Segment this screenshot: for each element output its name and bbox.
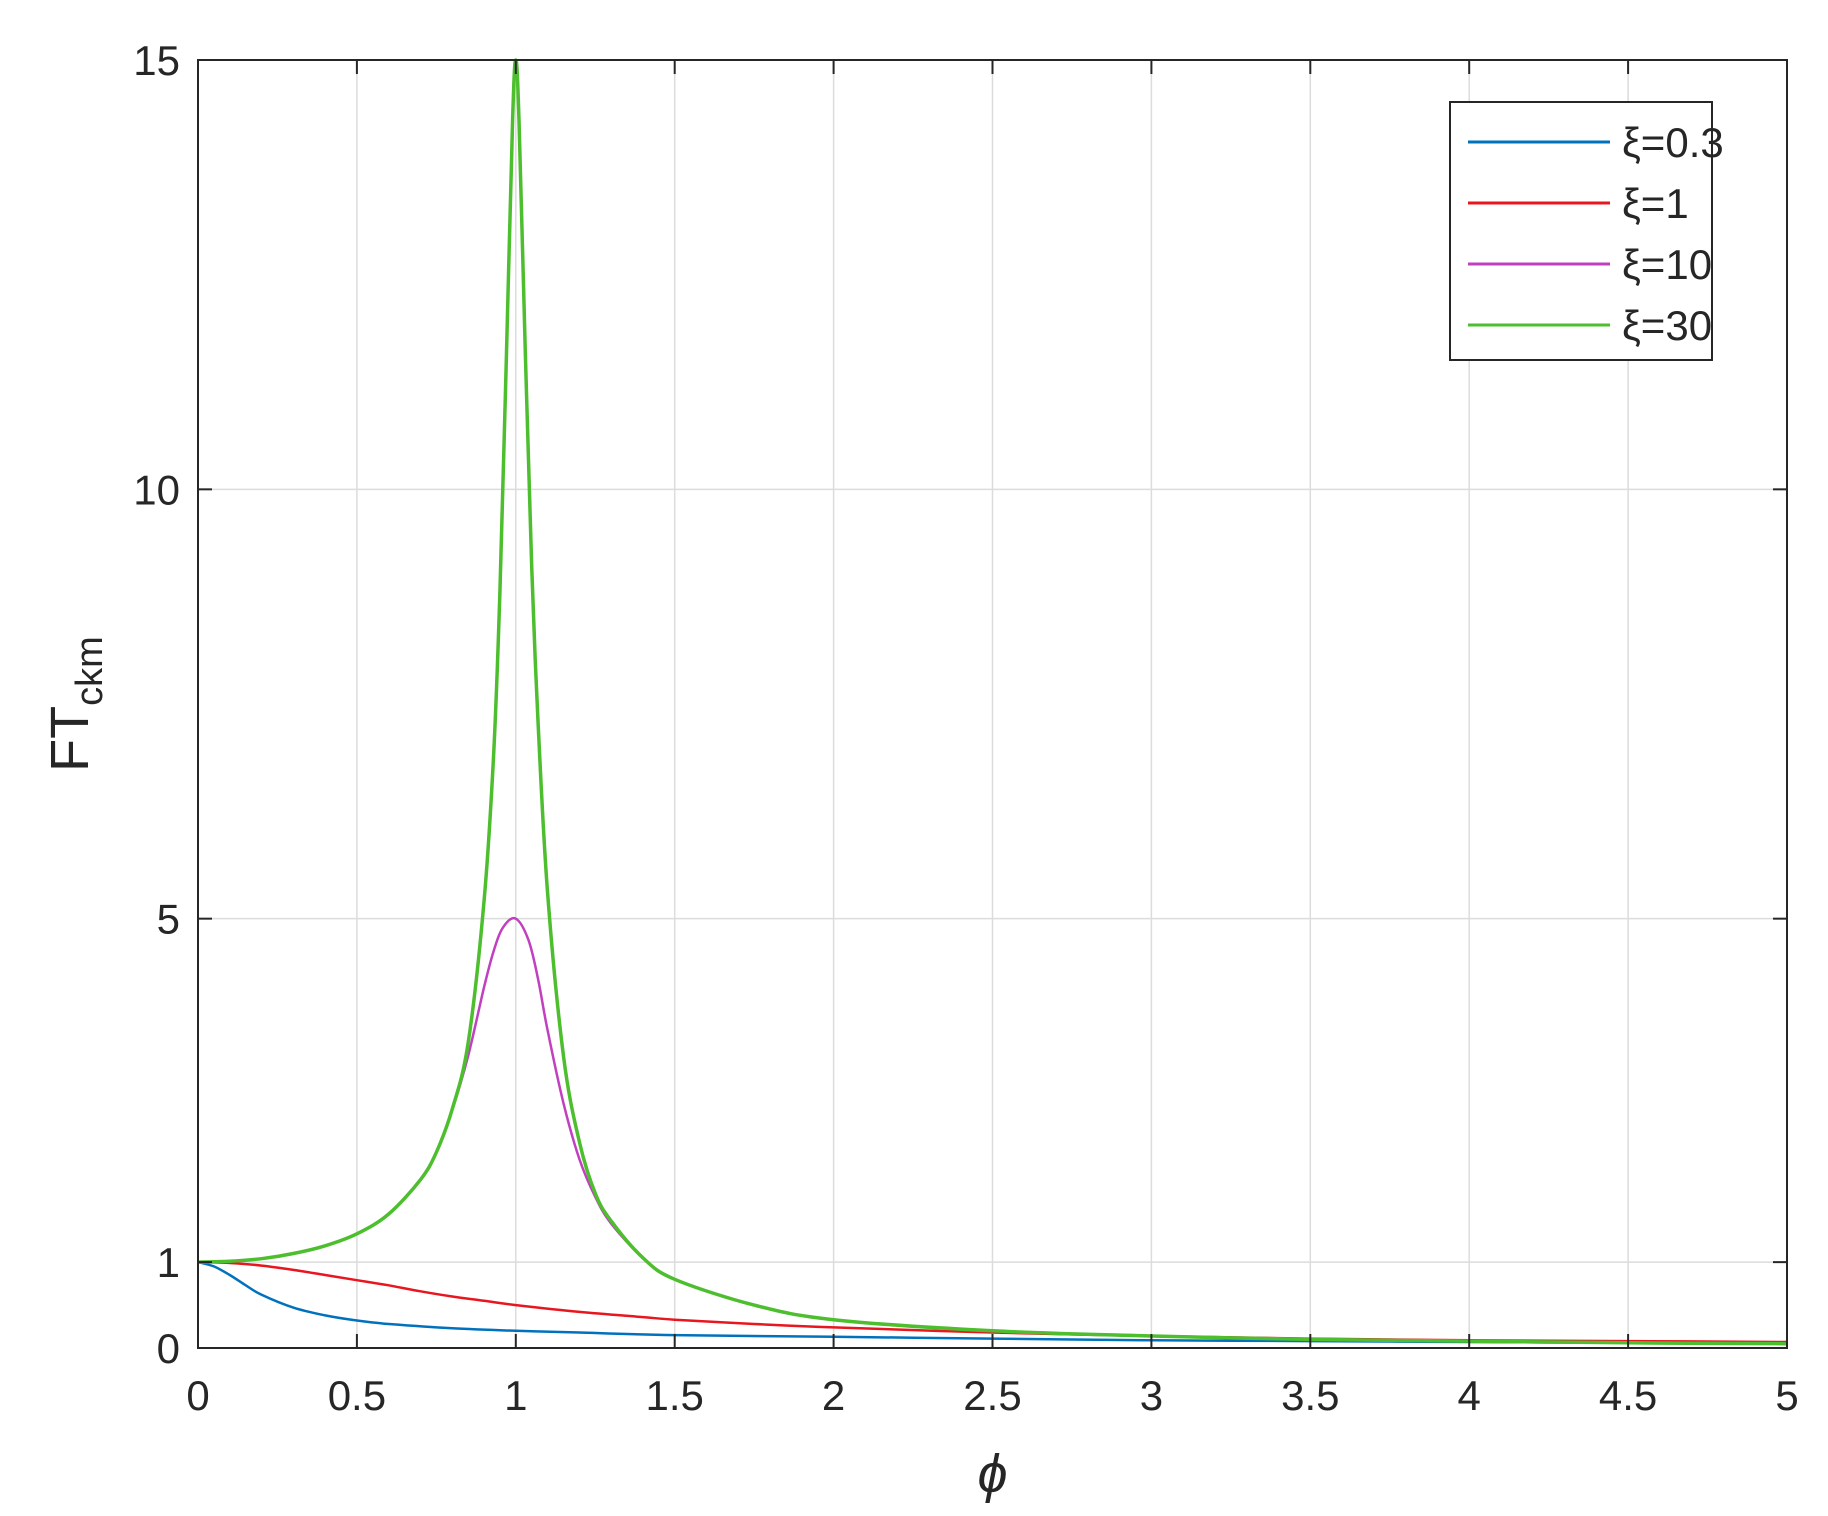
legend-label: ξ=30 <box>1622 302 1712 349</box>
y-tick-label: 1 <box>157 1239 180 1286</box>
y-tick-label: 5 <box>157 896 180 943</box>
x-tick-label: 0.5 <box>328 1372 386 1419</box>
legend-label: ξ=10 <box>1622 241 1712 288</box>
x-tick-label: 4.5 <box>1599 1372 1657 1419</box>
y-tick-label: 0 <box>157 1325 180 1372</box>
x-tick-label: 1 <box>504 1372 527 1419</box>
x-tick-label: 3.5 <box>1281 1372 1339 1419</box>
y-axis-label-main: FT <box>40 706 100 772</box>
x-tick-label: 2.5 <box>963 1372 1021 1419</box>
y-axis-label-sub: ckm <box>69 636 111 706</box>
y-axis-label: FTckm <box>40 636 111 772</box>
series-line-4 <box>197 58 1788 1346</box>
legend-box <box>1449 101 1713 361</box>
y-tick-label: 15 <box>133 37 180 84</box>
x-tick-label: 3 <box>1140 1372 1163 1419</box>
legend-label: ξ=0.3 <box>1622 119 1724 166</box>
x-tick-label: 1.5 <box>646 1372 704 1419</box>
x-tick-label: 0 <box>186 1372 209 1419</box>
series-layer <box>197 58 1788 1346</box>
legend: ξ=0.3 ξ=1 ξ=10 ξ=30 <box>1449 101 1724 361</box>
legend-label: ξ=1 <box>1622 180 1689 227</box>
x-tick-label: 4 <box>1458 1372 1481 1419</box>
x-tick-label: 2 <box>822 1372 845 1419</box>
x-tick-label: 5 <box>1775 1372 1798 1419</box>
x-axis-label: ϕ <box>977 1444 1007 1504</box>
y-tick-label: 10 <box>133 466 180 513</box>
